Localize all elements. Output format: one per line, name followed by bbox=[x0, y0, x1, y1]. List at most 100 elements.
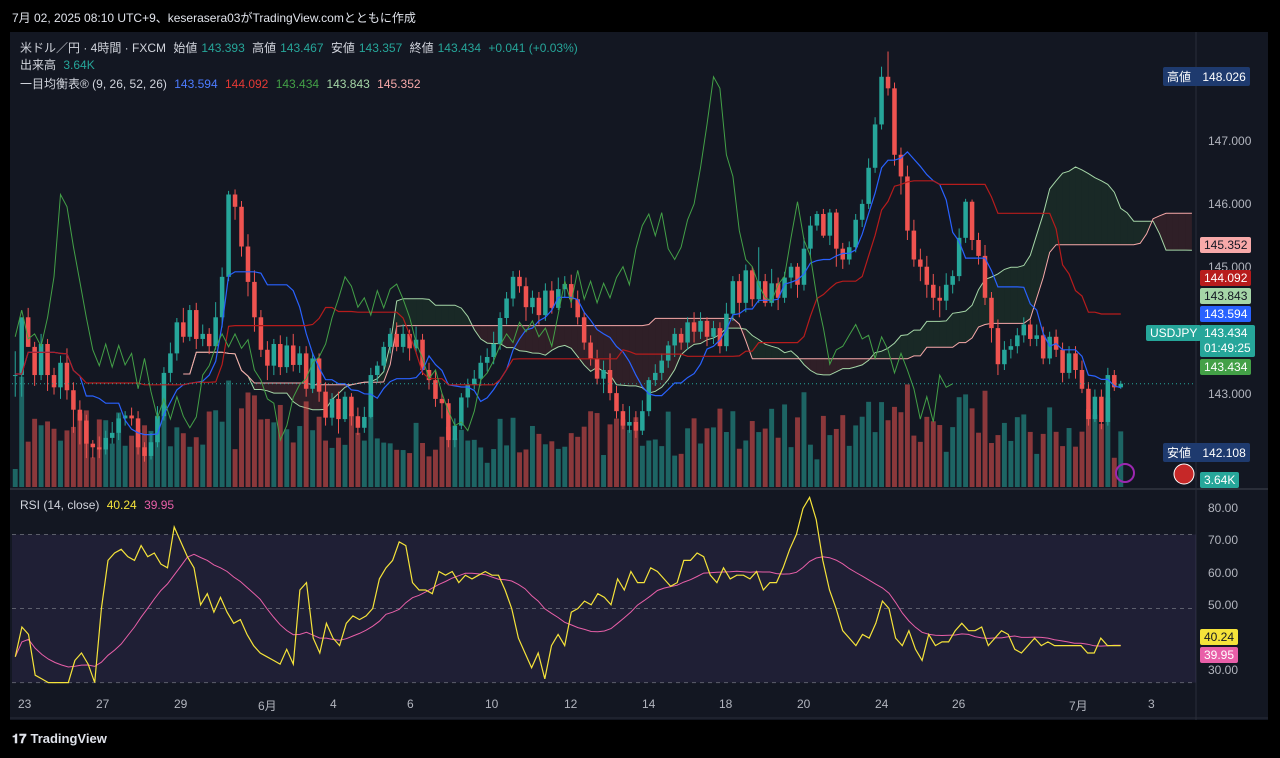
volume-bar bbox=[232, 449, 238, 487]
volume-bar bbox=[297, 426, 303, 487]
volume-bar bbox=[827, 435, 833, 487]
candle-body bbox=[1086, 388, 1091, 420]
candle-body bbox=[420, 339, 425, 370]
volume-bar bbox=[1073, 446, 1078, 487]
ichimoku-cloud-segment bbox=[1081, 169, 1089, 245]
candle-body bbox=[478, 362, 483, 379]
candle-body bbox=[633, 422, 639, 431]
candle-body bbox=[1105, 375, 1111, 422]
tradingview-icon: 𝟏𝟕 bbox=[12, 731, 27, 746]
ichimoku-cloud-segment bbox=[758, 339, 766, 359]
volume-bar bbox=[407, 453, 413, 487]
candle-body bbox=[530, 297, 535, 308]
candle-body bbox=[769, 283, 774, 303]
volume-bar bbox=[672, 455, 678, 487]
tradingview-logo[interactable]: 𝟏𝟕 TradingView bbox=[12, 731, 107, 747]
candle-body bbox=[303, 353, 309, 389]
candle-body bbox=[704, 320, 710, 337]
candle-body bbox=[672, 333, 677, 346]
volume-bar bbox=[1079, 431, 1085, 487]
candle-body bbox=[730, 281, 736, 314]
volume-bar bbox=[711, 427, 716, 487]
volume-bar bbox=[646, 440, 652, 487]
ichimoku-cloud-segment bbox=[1127, 212, 1134, 245]
volume-bar bbox=[439, 436, 445, 487]
ichimoku-cloud-segment bbox=[946, 313, 953, 348]
symbol-tag[interactable]: USDJPY bbox=[1146, 325, 1202, 341]
candle-body bbox=[749, 270, 755, 300]
candle-body bbox=[226, 194, 231, 277]
candle-body bbox=[116, 418, 121, 433]
volume-bar bbox=[174, 427, 180, 487]
volume-bar bbox=[542, 444, 548, 487]
candle-body bbox=[523, 286, 529, 308]
candle-body bbox=[19, 317, 24, 376]
candle-body bbox=[1021, 324, 1027, 336]
candle-body bbox=[484, 357, 490, 363]
candle-body bbox=[329, 398, 335, 418]
time-tick: 23 bbox=[18, 697, 32, 711]
price-tick: 147.000 bbox=[1208, 134, 1252, 148]
candle-body bbox=[866, 167, 871, 204]
volume-bar bbox=[303, 401, 309, 487]
candle-body bbox=[290, 345, 296, 365]
chart-frame[interactable] bbox=[10, 32, 1268, 720]
ichimoku-legend[interactable]: 一目均衡表® (9, 26, 52, 26) 143.594 144.092 1… bbox=[20, 75, 425, 92]
volume-bar bbox=[445, 426, 451, 487]
ichimoku-chikou: 143.434 bbox=[275, 77, 320, 91]
candle-body bbox=[400, 333, 406, 347]
candle-body bbox=[517, 276, 522, 287]
volume-bar bbox=[943, 451, 949, 487]
candle-body bbox=[58, 362, 63, 388]
candle-body bbox=[821, 214, 826, 236]
volume-bar bbox=[348, 413, 354, 487]
tenkan-marker: 143.594 bbox=[1200, 306, 1252, 322]
candle-body bbox=[756, 281, 761, 300]
volume-bar bbox=[1066, 428, 1072, 487]
ichimoku-cloud-segment bbox=[487, 325, 494, 344]
ichimoku-cloud-segment bbox=[1023, 255, 1031, 324]
candle-body bbox=[355, 416, 361, 428]
candle-body bbox=[25, 317, 31, 347]
candle-body bbox=[918, 259, 923, 267]
close-value: 143.434 bbox=[437, 41, 481, 55]
candle-body bbox=[181, 322, 186, 337]
ichimoku-cloud-segment bbox=[435, 305, 442, 326]
candle-body bbox=[200, 333, 205, 339]
ichimoku-cloud-segment bbox=[1010, 267, 1018, 324]
candle-body bbox=[168, 353, 173, 373]
volume-bar bbox=[458, 429, 464, 487]
rsi-legend[interactable]: RSI (14, close) 40.24 39.95 bbox=[20, 498, 178, 512]
ichimoku-cloud-segment bbox=[409, 298, 417, 326]
ichimoku-cloud-segment bbox=[1004, 267, 1011, 324]
candle-body bbox=[808, 225, 813, 249]
volume-bar bbox=[846, 445, 852, 487]
candle-body bbox=[97, 447, 102, 450]
candle-body bbox=[471, 378, 477, 385]
volume-bar bbox=[620, 419, 626, 487]
candle-body bbox=[426, 370, 432, 381]
symbol-name[interactable]: 米ドル／円 · 4時間 · FXCM bbox=[20, 41, 166, 55]
volume-bar bbox=[665, 411, 671, 487]
candle-body bbox=[12, 375, 18, 377]
candle-body bbox=[375, 365, 380, 376]
ichimoku-cloud-segment bbox=[1101, 180, 1108, 245]
candle-body bbox=[122, 415, 128, 419]
candle-body bbox=[1034, 335, 1039, 339]
volume-bar bbox=[1034, 453, 1040, 487]
volume-bar bbox=[756, 432, 762, 487]
kijun-marker: 144.092 bbox=[1200, 270, 1252, 286]
volume-legend[interactable]: 出来高 3.64K bbox=[20, 56, 99, 73]
candle-body bbox=[446, 403, 451, 441]
ichimoku-cloud-segment bbox=[939, 320, 947, 348]
volume-bar bbox=[316, 416, 322, 487]
candle-body bbox=[575, 299, 580, 318]
candle-body bbox=[1118, 383, 1124, 388]
candle-body bbox=[187, 310, 193, 337]
rsi-line bbox=[14, 495, 1121, 684]
candle-body bbox=[1060, 349, 1065, 373]
volume-bar bbox=[381, 442, 387, 487]
candle-body bbox=[698, 320, 703, 332]
candle-body bbox=[588, 342, 593, 359]
